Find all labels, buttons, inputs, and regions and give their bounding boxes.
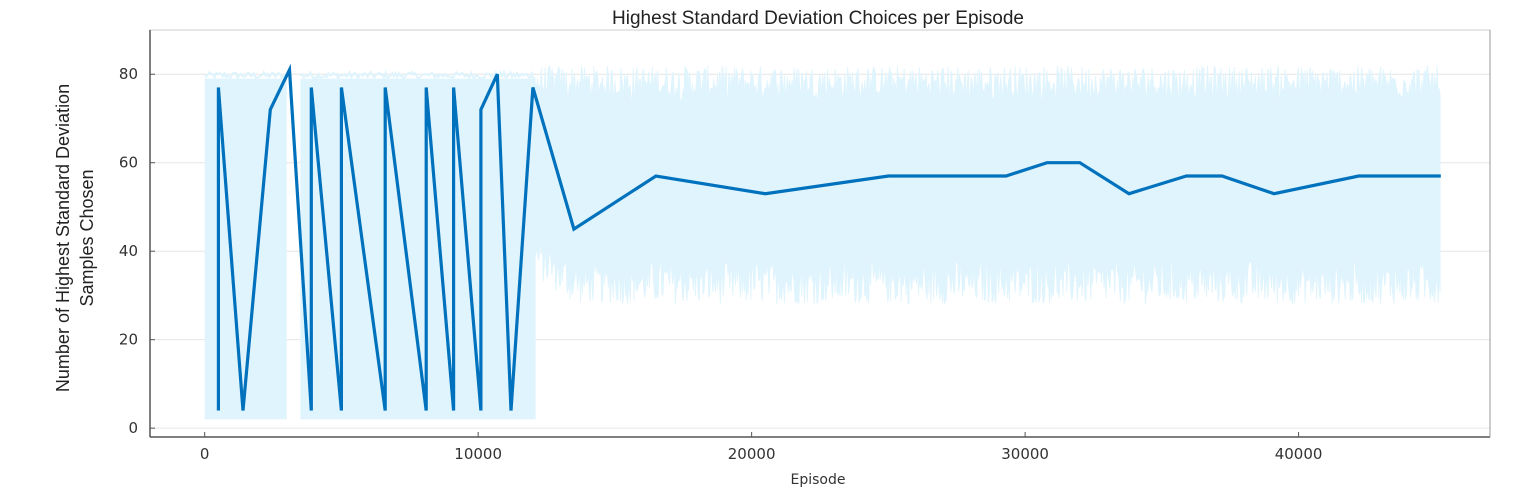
y-tick-label-80: 80 xyxy=(119,65,138,83)
x-tick-label-10000: 10000 xyxy=(454,445,502,463)
x-axis-label: Episode xyxy=(791,472,846,488)
variance-band-block-2 xyxy=(300,78,536,420)
y-tick-label-40: 40 xyxy=(119,242,138,260)
chart-title: Highest Standard Deviation Choices per E… xyxy=(612,8,1024,29)
y-tick-label-20: 20 xyxy=(119,331,138,349)
x-tick-label-20000: 20000 xyxy=(728,445,776,463)
y-tick-label-60: 60 xyxy=(119,154,138,172)
variance-band-noisy-region xyxy=(535,64,1441,305)
variance-band xyxy=(203,64,1441,420)
y-axis-label-line-2: Samples Chosen xyxy=(77,169,97,306)
series-line-layer xyxy=(216,63,1441,411)
x-tick-label-30000: 30000 xyxy=(1001,445,1049,463)
variance-band-fringe-2 xyxy=(299,68,536,82)
y-axis-label-line-1: Number of Highest Standard Deviation xyxy=(53,84,73,392)
x-tick-label-0: 0 xyxy=(200,445,210,463)
tick-labels-layer: 0 10000 20000 30000 40000 0 20 40 60 80 xyxy=(119,65,1323,463)
y-tick-label-0: 0 xyxy=(128,419,138,437)
axes-layer xyxy=(149,30,1491,438)
x-tick-label-40000: 40000 xyxy=(1275,445,1323,463)
variance-band-fringe-1 xyxy=(203,69,288,81)
